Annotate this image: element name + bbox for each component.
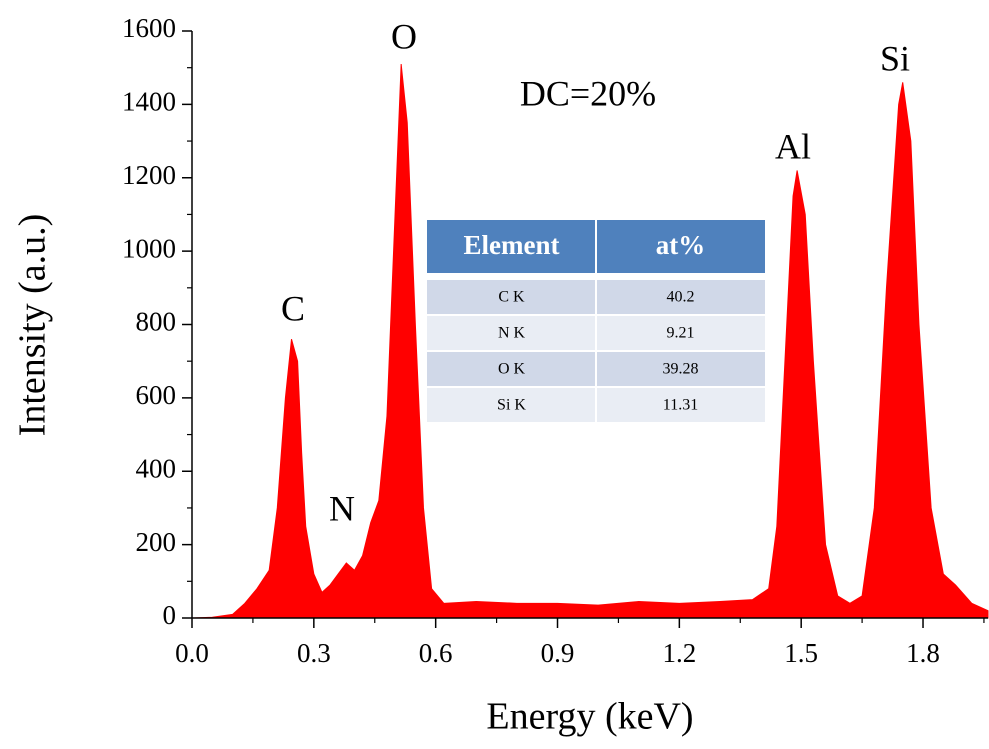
table-cell: O K: [498, 361, 526, 378]
x-tick-label: 1.8: [906, 638, 940, 668]
table-cell: 11.31: [663, 397, 698, 414]
table-cell: N K: [498, 325, 526, 342]
y-tick-label: 600: [136, 380, 177, 410]
peak-label: Al: [775, 126, 811, 166]
x-tick-label: 1.2: [662, 638, 696, 668]
x-axis-title: Energy (keV): [486, 696, 693, 738]
y-tick-label: 1200: [122, 160, 176, 190]
table-cell: Si K: [497, 397, 526, 414]
x-tick-label: 1.5: [784, 638, 818, 668]
x-tick-label: 0.9: [541, 638, 575, 668]
y-tick-label: 400: [136, 453, 177, 483]
table-cell: C K: [498, 289, 525, 306]
table-cell: 40.2: [667, 289, 695, 306]
y-axis-title: Intensity (a.u.): [12, 214, 54, 437]
y-tick-label: 800: [136, 307, 177, 337]
x-tick-label: 0.3: [297, 638, 331, 668]
y-tick-label: 1400: [122, 87, 176, 117]
table-cell: 9.21: [667, 325, 695, 342]
peak-label: O: [391, 16, 417, 56]
table-header-cell: Element: [464, 230, 560, 260]
spectrum-area: [191, 63, 989, 619]
table-header-cell: at%: [656, 230, 706, 260]
peak-label: Si: [880, 38, 910, 78]
table-cell: 39.28: [663, 361, 699, 378]
y-tick-label: 0: [163, 600, 177, 630]
y-tick-label: 1000: [122, 233, 176, 263]
x-tick-label: 0.0: [175, 638, 209, 668]
y-tick-label: 1600: [122, 13, 176, 43]
x-tick-label: 0.6: [419, 638, 453, 668]
y-tick-label: 200: [136, 527, 177, 557]
peak-label: DC=20%: [520, 73, 656, 113]
peak-label: C: [281, 288, 305, 328]
peak-label: N: [329, 488, 355, 528]
